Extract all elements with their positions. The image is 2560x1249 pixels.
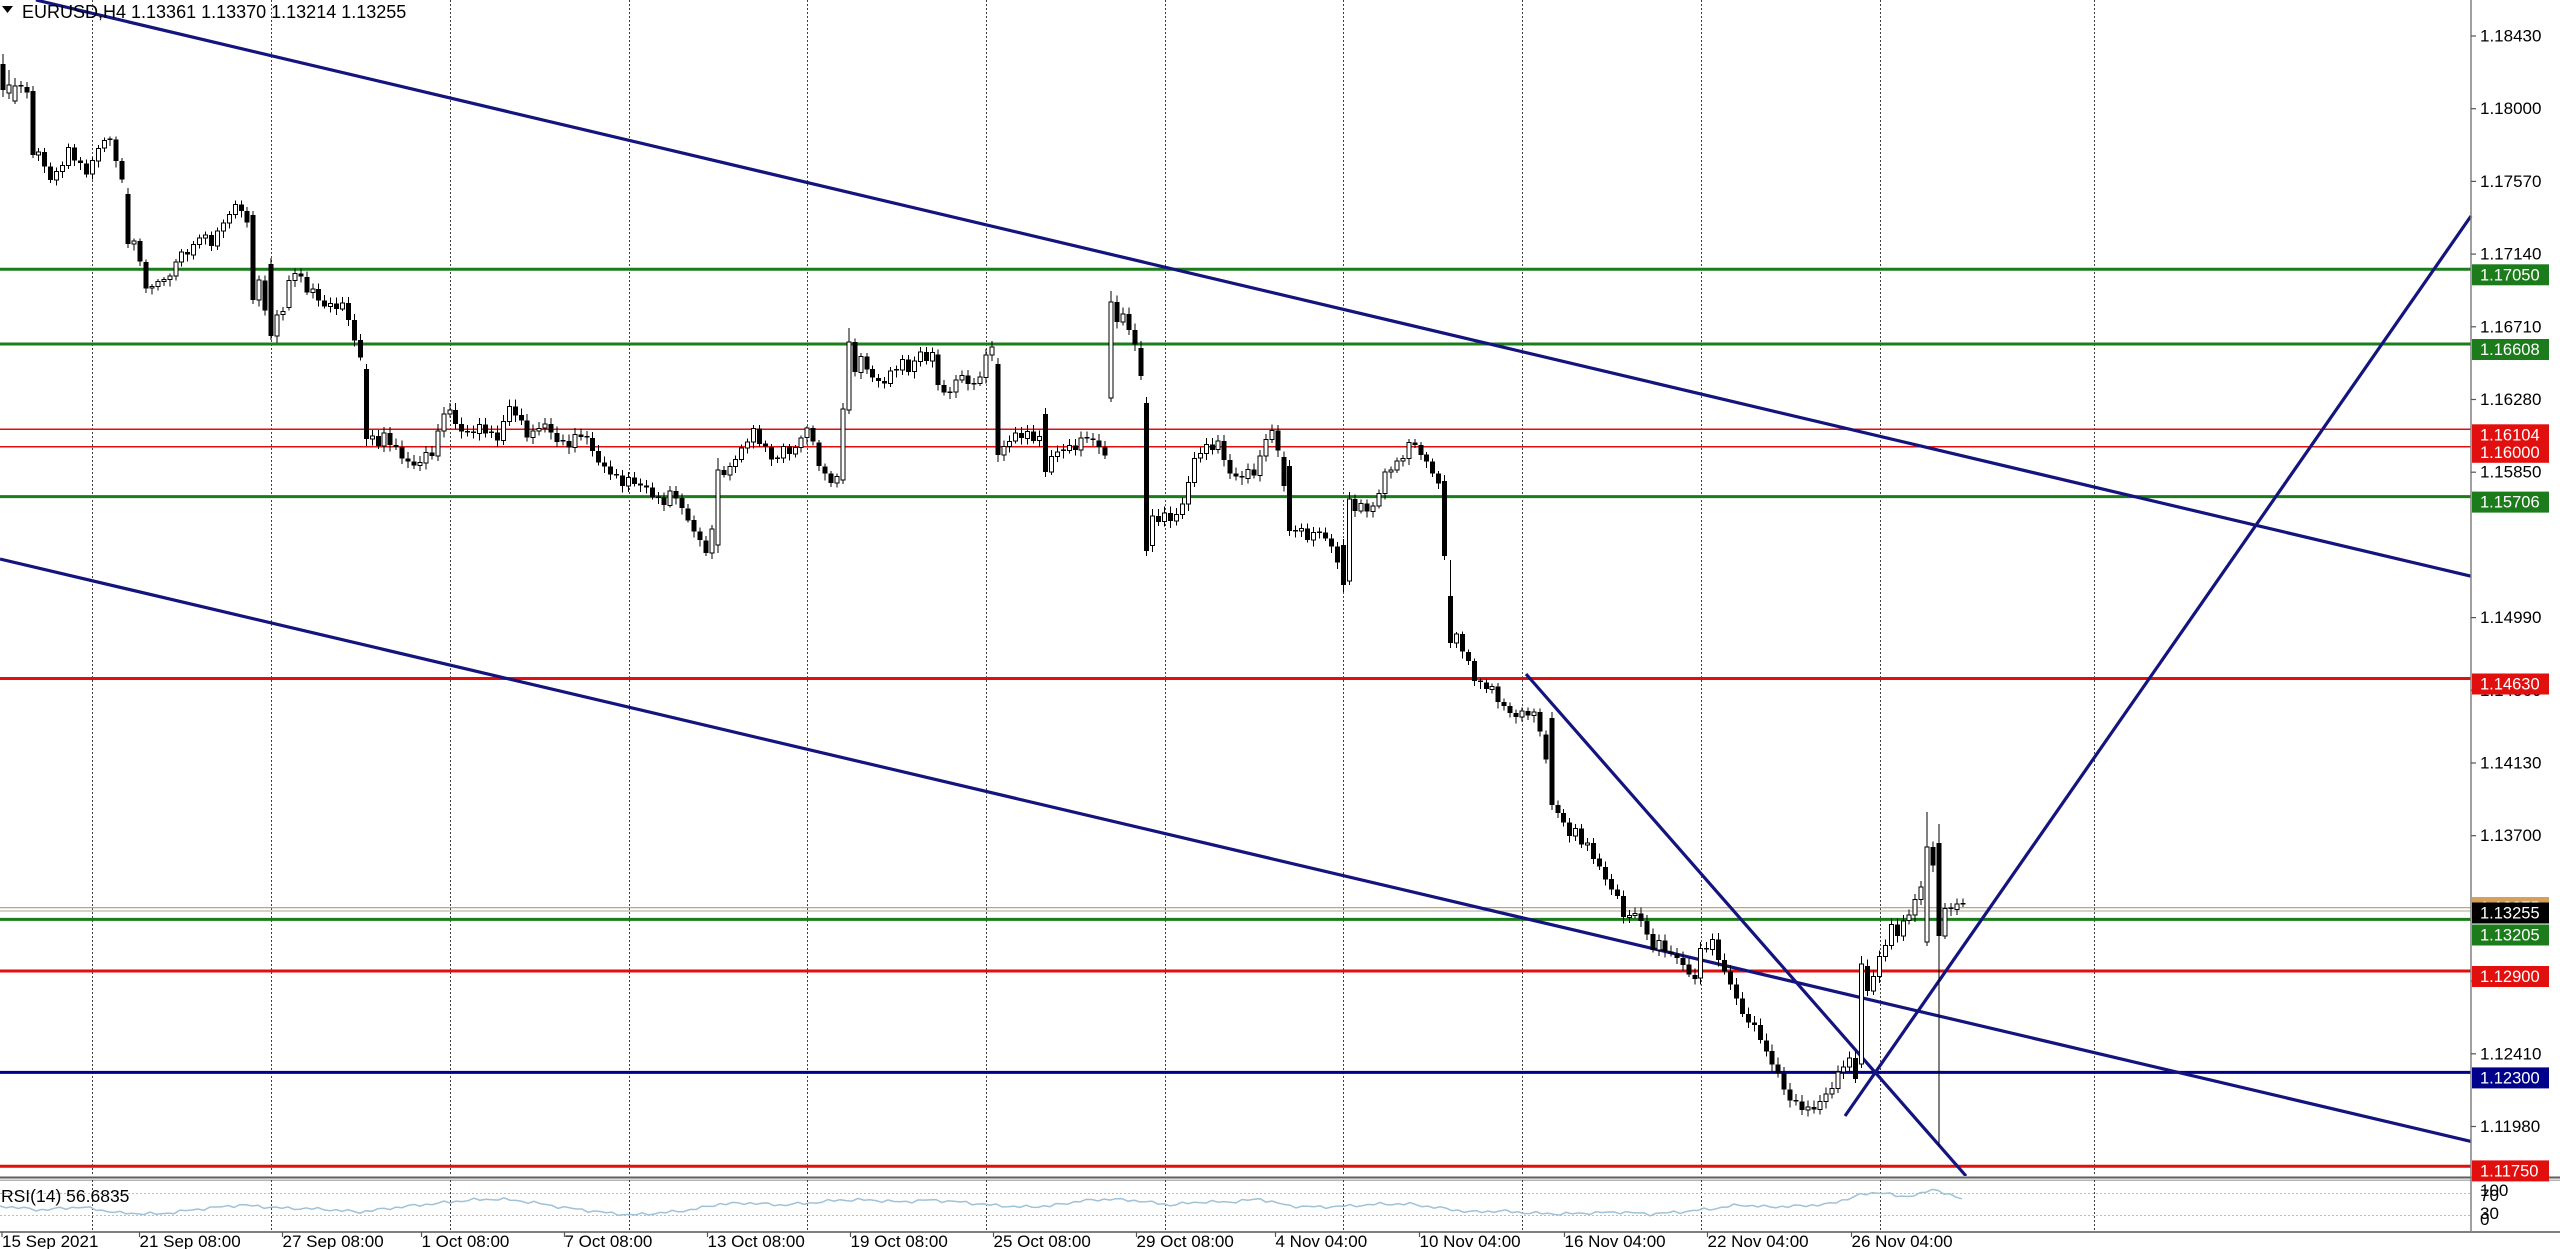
svg-text:1.15850: 1.15850 [2480,463,2541,482]
svg-text:7 Oct 08:00: 7 Oct 08:00 [565,1232,653,1249]
svg-text:RSI(14) 56.6835: RSI(14) 56.6835 [1,1186,129,1206]
svg-text:22 Nov 04:00: 22 Nov 04:00 [1708,1232,1809,1249]
svg-text:1.12410: 1.12410 [2480,1044,2541,1063]
svg-text:21 Sep 08:00: 21 Sep 08:00 [140,1232,241,1249]
svg-text:1.11750: 1.11750 [2480,1162,2538,1180]
svg-text:1.15706: 1.15706 [2480,494,2540,512]
svg-text:100: 100 [2480,1181,2508,1200]
svg-text:1.14630: 1.14630 [2480,676,2540,694]
svg-text:19 Oct 08:00: 19 Oct 08:00 [851,1232,948,1249]
svg-text:15 Sep 2021: 15 Sep 2021 [2,1232,98,1249]
svg-text:25 Oct 08:00: 25 Oct 08:00 [994,1232,1091,1249]
svg-text:1.13205: 1.13205 [2480,927,2540,945]
svg-text:1.12900: 1.12900 [2480,968,2540,986]
svg-text:EURUSD,H4 1.13361 1.13370 1.1: EURUSD,H4 1.13361 1.13370 1.13214 1.1325… [22,2,406,22]
svg-text:0: 0 [2480,1210,2489,1229]
svg-text:1.16000: 1.16000 [2480,444,2540,462]
svg-text:1 Oct 08:00: 1 Oct 08:00 [422,1232,510,1249]
svg-text:1.14130: 1.14130 [2480,754,2541,773]
svg-text:13 Oct 08:00: 13 Oct 08:00 [708,1232,805,1249]
svg-text:1.13700: 1.13700 [2480,826,2541,845]
svg-text:1.16608: 1.16608 [2480,341,2540,359]
svg-text:1.18430: 1.18430 [2480,27,2541,46]
svg-text:1.16710: 1.16710 [2480,317,2541,336]
svg-text:1.12300: 1.12300 [2480,1069,2540,1087]
svg-text:1.11980: 1.11980 [2480,1117,2540,1136]
svg-text:27 Sep 08:00: 27 Sep 08:00 [283,1232,384,1249]
svg-text:70: 70 [2480,1186,2499,1205]
svg-text:1.17050: 1.17050 [2480,266,2540,284]
svg-text:30: 30 [2480,1204,2499,1223]
svg-text:1.16104: 1.16104 [2480,426,2540,444]
svg-text:10 Nov 04:00: 10 Nov 04:00 [1420,1232,1521,1249]
svg-text:1.18000: 1.18000 [2480,99,2541,118]
svg-text:1.14990: 1.14990 [2480,608,2541,627]
svg-text:1.16280: 1.16280 [2480,390,2541,409]
svg-text:4 Nov 04:00: 4 Nov 04:00 [1276,1232,1368,1249]
svg-text:29 Oct 08:00: 29 Oct 08:00 [1137,1232,1234,1249]
svg-text:1.17570: 1.17570 [2480,172,2541,191]
svg-text:1.13255: 1.13255 [2480,905,2540,923]
svg-text:1.17140: 1.17140 [2480,245,2541,264]
svg-text:26 Nov 04:00: 26 Nov 04:00 [1852,1232,1953,1249]
svg-text:16 Nov 04:00: 16 Nov 04:00 [1565,1232,1666,1249]
